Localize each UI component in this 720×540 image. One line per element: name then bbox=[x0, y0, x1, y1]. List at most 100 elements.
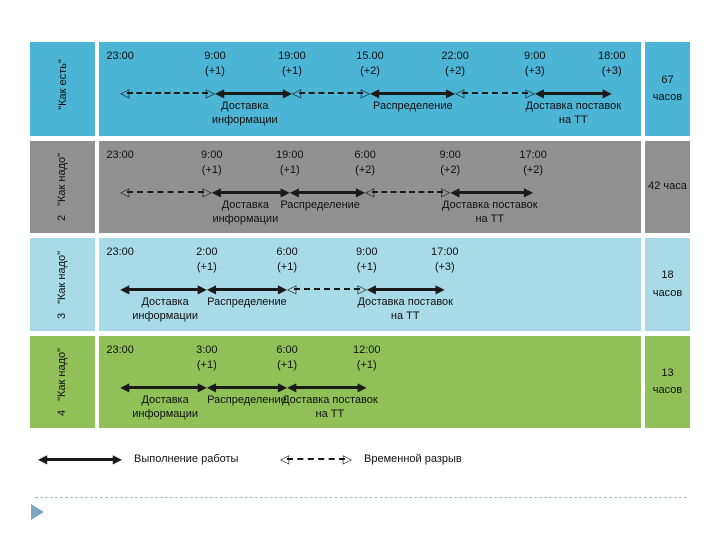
work-arrow-legend-icon: ◀ ▶ bbox=[38, 452, 122, 466]
timeline-row-option-4: 4 "Как надо" 23:00 3:00 (+1) 6:00 (+1) 12:… bbox=[0, 336, 720, 428]
segment-caption: Доставка информации bbox=[212, 199, 279, 225]
work-arrow: ◀ ▶ bbox=[207, 380, 287, 394]
row-side-label: 2 "Как надо" bbox=[57, 153, 69, 221]
row-side-label: "Как есть" bbox=[57, 59, 69, 119]
tick: 6:00 (+1) bbox=[276, 343, 297, 374]
tick: 22:00 (+2) bbox=[441, 49, 469, 80]
day-shift-label: (+3) bbox=[434, 261, 455, 274]
work-arrow: ◀ ▶ bbox=[212, 185, 290, 199]
time-label: 17:00 bbox=[431, 246, 459, 258]
time-label: 23:00 bbox=[106, 246, 134, 258]
row-side-cell: 3 "Как надо" bbox=[30, 238, 95, 331]
day-shift-label: (+2) bbox=[445, 65, 466, 78]
time-label: 23:00 bbox=[106, 50, 134, 62]
solid-arrowhead-right-icon: ▶ bbox=[277, 380, 288, 394]
arrow-line bbox=[222, 91, 285, 95]
open-arrowhead-right-icon: ▷ bbox=[440, 185, 451, 199]
solid-arrowhead-left-icon: ◀ bbox=[287, 380, 297, 394]
tick: 3:00 (+1) bbox=[196, 343, 217, 374]
day-shift-label: (+1) bbox=[356, 359, 377, 372]
solid-arrowhead-right-icon: ▶ bbox=[280, 185, 290, 199]
tick: 19:00 (+1) bbox=[278, 49, 306, 80]
open-arrowhead-right-icon: ▷ bbox=[205, 86, 215, 100]
row-timeline: 23:00 9:00 (+1) 19:00 (+1) 15.00 (+2) 22:00… bbox=[99, 42, 641, 136]
day-shift-label: (+1) bbox=[277, 261, 297, 274]
legend-gap: ◁ ▷ Временной разрыв bbox=[280, 452, 462, 466]
day-shift-label: (+2) bbox=[523, 164, 544, 177]
segment-caption: Распределение bbox=[207, 394, 287, 406]
slide-bullet-arrow-icon bbox=[31, 504, 44, 520]
row-side-cell: 4 "Как надо" bbox=[30, 336, 95, 428]
solid-arrowhead-right-icon: ▶ bbox=[602, 86, 612, 100]
solid-arrowhead-right-icon: ▶ bbox=[445, 86, 456, 100]
open-arrowhead-right-icon: ▷ bbox=[342, 452, 352, 466]
row-number: 4 bbox=[56, 409, 69, 417]
time-label: 9:00 bbox=[524, 50, 546, 62]
tick: 6:00 (+1) bbox=[276, 245, 297, 276]
solid-arrowhead-left-icon: ◀ bbox=[211, 185, 221, 199]
work-arrow: ◀ ▶ bbox=[120, 380, 207, 394]
tick: 23:00 bbox=[106, 343, 134, 358]
day-shift-label: (+1) bbox=[277, 359, 297, 372]
row-side-cell: 2 "Как надо" bbox=[30, 141, 95, 233]
arrow-line bbox=[127, 92, 208, 94]
row-label: "Как есть" bbox=[56, 59, 69, 110]
day-shift-label: (+2) bbox=[355, 164, 376, 177]
row-side-label: 4 "Как надо" bbox=[57, 348, 69, 416]
arrow-line bbox=[127, 287, 200, 291]
arrow-line bbox=[287, 458, 345, 460]
solid-arrowhead-right-icon: ▶ bbox=[197, 282, 207, 296]
time-gap-arrow: ◁ ▷ bbox=[120, 185, 212, 199]
time-label: 18:00 bbox=[597, 50, 626, 62]
row-label: "Как надо" bbox=[56, 152, 69, 206]
row-total-hours: 67 часов bbox=[645, 42, 690, 136]
time-label: 2:00 bbox=[196, 246, 218, 258]
work-arrow: ◀ ▶ bbox=[287, 380, 367, 394]
tick: 23:00 bbox=[106, 49, 134, 64]
solid-arrowhead-right-icon: ▶ bbox=[357, 380, 367, 394]
day-shift-label: (+3) bbox=[601, 65, 622, 78]
solid-arrowhead-left-icon: ◀ bbox=[289, 185, 300, 199]
arrow-line bbox=[377, 91, 448, 95]
solid-arrowhead-left-icon: ◀ bbox=[366, 282, 376, 296]
time-label: 6:00 bbox=[354, 149, 376, 161]
arrow-line bbox=[457, 190, 526, 194]
time-label: 9:00 bbox=[201, 149, 223, 161]
day-shift-label: (+1) bbox=[196, 261, 217, 274]
legend-work: ◀ ▶ Выполнение работы bbox=[38, 452, 238, 466]
solid-arrowhead-left-icon: ◀ bbox=[38, 452, 48, 466]
segment-caption: Доставка информации bbox=[132, 394, 198, 420]
open-arrowhead-left-icon: ◁ bbox=[287, 282, 297, 296]
solid-arrowhead-left-icon: ◀ bbox=[120, 380, 130, 394]
row-label: "Как надо" bbox=[56, 250, 69, 304]
arrow-line bbox=[299, 92, 363, 94]
arrow-line bbox=[373, 287, 438, 291]
work-arrow: ◀ ▶ bbox=[535, 86, 612, 100]
timeline-row-option-3: 3 "Как надо" 23:00 2:00 (+1) 6:00 (+1) 9:0… bbox=[0, 238, 720, 331]
segment-caption: Доставка поставок на ТТ bbox=[442, 199, 538, 225]
solid-arrowhead-left-icon: ◀ bbox=[206, 380, 217, 394]
arrow-line bbox=[218, 190, 283, 194]
row-timeline: 23:00 3:00 (+1) 6:00 (+1) 12:00 (+1) ◀ ▶ ◀ ▶ … bbox=[99, 336, 641, 428]
open-arrowhead-left-icon: ◁ bbox=[120, 86, 130, 100]
solid-arrowhead-left-icon: ◀ bbox=[206, 282, 217, 296]
day-shift-label: (+1) bbox=[205, 65, 225, 78]
work-arrow: ◀ ▶ bbox=[207, 282, 287, 296]
time-label: 22:00 bbox=[441, 50, 469, 62]
work-arrow: ◀ ▶ bbox=[367, 282, 445, 296]
tick: 9:00 (+1) bbox=[201, 148, 222, 179]
row-timeline: 23:00 9:00 (+1) 19:00 (+1) 6:00 (+2) 9:00 (+… bbox=[99, 141, 641, 233]
time-label: 19:00 bbox=[278, 50, 306, 62]
row-total-hours: 42 часа bbox=[645, 141, 690, 233]
open-arrowhead-left-icon: ◁ bbox=[280, 452, 290, 466]
tick: 6:00 (+2) bbox=[354, 148, 375, 179]
time-label: 6:00 bbox=[276, 344, 298, 356]
open-arrowhead-left-icon: ◁ bbox=[291, 86, 302, 100]
row-number: 3 bbox=[56, 312, 69, 319]
time-label: 9:00 bbox=[204, 50, 226, 62]
solid-arrowhead-right-icon: ▶ bbox=[277, 282, 288, 296]
solid-arrowhead-left-icon: ◀ bbox=[370, 86, 380, 100]
row-side-cell: "Как есть" bbox=[30, 42, 95, 136]
solid-arrowhead-left-icon: ◀ bbox=[120, 282, 130, 296]
segment-caption: Доставка поставок на ТТ bbox=[282, 394, 378, 420]
